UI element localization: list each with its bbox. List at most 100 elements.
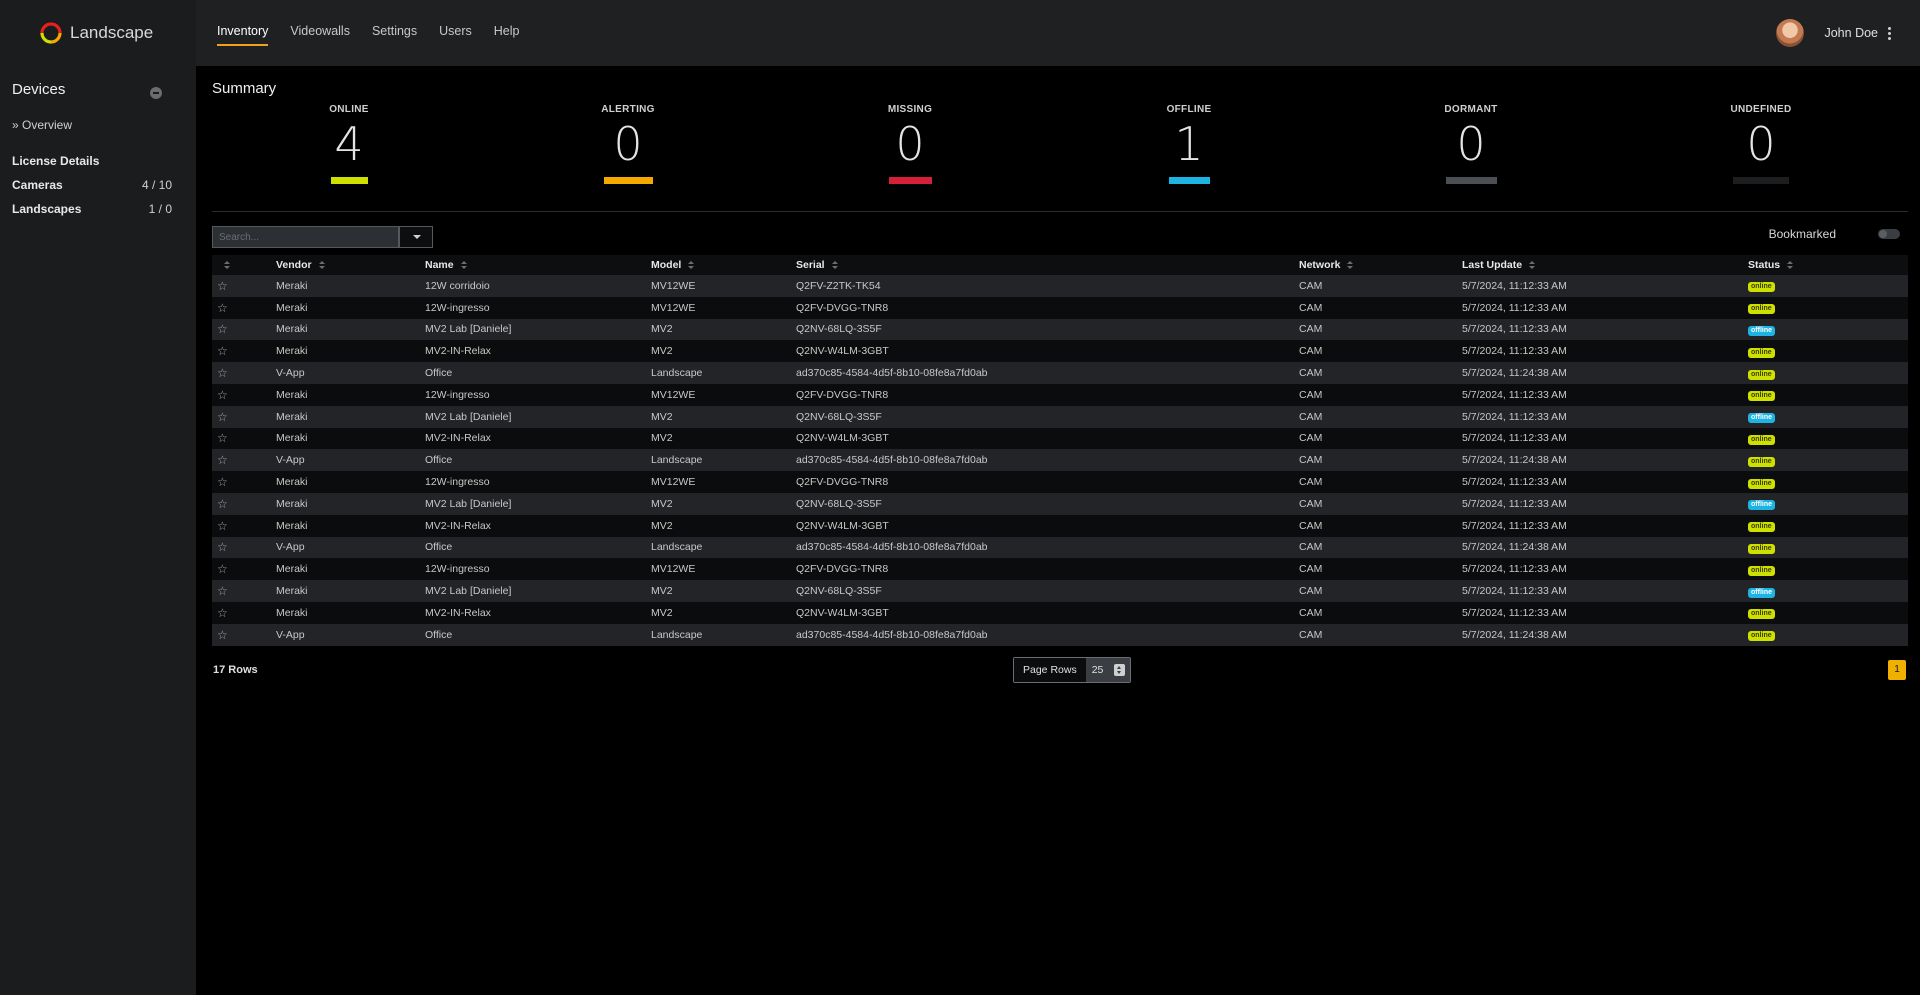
bookmark-star-icon[interactable]: ☆ — [217, 540, 228, 555]
model-cell: MV12WE — [651, 476, 696, 489]
stat-value: 0 — [613, 117, 643, 171]
table-row[interactable]: ☆ Meraki MV2-IN-Relax MV2 Q2NV-W4LM-3GBT CAM 5… — [212, 427, 1908, 450]
bookmark-star-icon[interactable]: ☆ — [217, 584, 228, 599]
bookmark-star-icon[interactable]: ☆ — [217, 431, 228, 446]
last-update-cell: 5/7/2024, 11:12:33 AM — [1462, 345, 1567, 358]
vendor-cell: V-App — [276, 541, 305, 554]
name-cell: MV2 Lab [Daniele] — [425, 585, 512, 598]
table-row[interactable]: ☆ Meraki 12W-ingresso MV12WE Q2FV-DVGG-TNR8 C… — [212, 471, 1908, 493]
bookmark-star-icon[interactable]: ☆ — [217, 475, 228, 490]
model-cell: MV12WE — [651, 388, 696, 401]
sidebar-item-overview[interactable]: » Overview — [12, 118, 73, 132]
stat-offline[interactable]: OFFLINE 1 — [1129, 104, 1249, 184]
table-row[interactable]: ☆ V-App Office Landscape ad370c85-4584-4d5f-… — [212, 536, 1908, 559]
avatar[interactable] — [1776, 19, 1805, 47]
tab-videowalls[interactable]: Videowalls — [290, 24, 350, 38]
model-cell: MV2 — [651, 345, 673, 358]
bookmark-star-icon[interactable]: ☆ — [217, 366, 228, 381]
serial-cell: Q2NV-68LQ-3S5F — [796, 323, 882, 336]
sort-icon[interactable] — [224, 260, 230, 270]
app-logo[interactable]: Landscape — [40, 22, 153, 44]
model-cell: Landscape — [651, 367, 703, 380]
table-row[interactable]: ☆ V-App Office Landscape ad370c85-4584-4d5f-… — [212, 449, 1908, 472]
bookmarked-toggle[interactable] — [1878, 229, 1900, 239]
table-row[interactable]: ☆ Meraki MV2 Lab [Daniele] MV2 Q2NV-68LQ-3S5… — [212, 318, 1908, 341]
model-cell: Landscape — [651, 454, 703, 467]
table-row[interactable]: ☆ Meraki MV2 Lab [Daniele] MV2 Q2NV-68LQ-3S5… — [212, 580, 1908, 602]
bookmark-star-icon[interactable]: ☆ — [217, 496, 228, 511]
serial-cell: Q2NV-68LQ-3S5F — [796, 585, 882, 598]
tab-settings[interactable]: Settings — [371, 24, 418, 38]
status-badge: offline — [1748, 587, 1775, 598]
bookmark-star-icon[interactable]: ☆ — [217, 605, 228, 620]
tab-inventory[interactable]: Inventory — [209, 0, 276, 48]
sort-icon[interactable] — [688, 260, 695, 270]
sort-icon[interactable] — [1347, 260, 1354, 270]
table-row[interactable]: ☆ Meraki MV2 Lab [Daniele] MV2 Q2NV-68LQ-3S5… — [212, 405, 1908, 428]
stat-missing[interactable]: MISSING 0 — [850, 104, 970, 184]
header-name[interactable]: Name — [425, 259, 651, 271]
user-name[interactable]: John Doe — [1824, 26, 1878, 40]
stat-alerting[interactable]: ALERTING 0 — [568, 104, 688, 184]
header-network[interactable]: Network — [1299, 259, 1462, 271]
sort-icon[interactable] — [460, 260, 467, 270]
header-serial[interactable]: Serial — [796, 259, 1299, 271]
main-nav: Inventory Videowalls Settings Users Help — [209, 0, 534, 48]
stat-label: DORMANT — [1444, 104, 1498, 115]
status-badge: online — [1748, 478, 1775, 489]
table-row[interactable]: ☆ V-App Office Landscape ad370c85-4584-4d5f-… — [212, 623, 1908, 646]
bookmark-star-icon[interactable]: ☆ — [217, 562, 228, 577]
table-row[interactable]: ☆ Meraki 12W-ingresso MV12WE Q2FV-DVGG-TNR8 C… — [212, 296, 1908, 319]
vendor-cell: V-App — [276, 367, 305, 380]
sort-icon[interactable] — [831, 260, 838, 270]
sort-icon[interactable] — [318, 260, 325, 270]
stat-color-bar — [603, 177, 653, 184]
table-row[interactable]: ☆ Meraki 12W corridoio MV12WE Q2FV-Z2TK-TK54… — [212, 275, 1908, 297]
header-model[interactable]: Model — [651, 259, 796, 271]
name-cell: 12W-ingresso — [425, 476, 490, 489]
bookmark-star-icon[interactable]: ☆ — [217, 409, 228, 424]
table-row[interactable]: ☆ Meraki MV2-IN-Relax MV2 Q2NV-W4LM-3GBT CAM 5… — [212, 601, 1908, 624]
tab-users[interactable]: Users — [439, 24, 472, 38]
table-row[interactable]: ☆ V-App Office Landscape ad370c85-4584-4d5f-… — [212, 362, 1908, 384]
bookmark-star-icon[interactable]: ☆ — [217, 518, 228, 533]
header-bookmark[interactable] — [212, 259, 276, 271]
table-row[interactable]: ☆ Meraki MV2-IN-Relax MV2 Q2NV-W4LM-3GBT CAM 5… — [212, 514, 1908, 537]
header-last-update[interactable]: Last Update — [1462, 259, 1748, 271]
stepper-icon[interactable] — [1113, 664, 1125, 676]
bookmark-star-icon[interactable]: ☆ — [217, 453, 228, 468]
more-options-icon[interactable] — [1888, 26, 1892, 40]
bookmark-star-icon[interactable]: ☆ — [217, 344, 228, 359]
last-update-cell: 5/7/2024, 11:12:33 AM — [1462, 279, 1567, 292]
collapse-icon[interactable] — [150, 87, 162, 99]
bookmark-star-icon[interactable]: ☆ — [217, 278, 228, 293]
stat-dormant[interactable]: DORMANT 0 — [1411, 104, 1531, 184]
model-cell: MV2 — [651, 410, 673, 423]
bookmark-star-icon[interactable]: ☆ — [217, 322, 228, 337]
stat-undefined[interactable]: UNDEFINED 0 — [1701, 104, 1821, 184]
status-badge: online — [1748, 543, 1775, 554]
stat-online[interactable]: ONLINE 4 — [289, 104, 409, 184]
table-row[interactable]: ☆ Meraki 12W-ingresso MV12WE Q2FV-DVGG-TNR8 C… — [212, 558, 1908, 581]
header-status[interactable]: Status — [1748, 259, 1908, 271]
table-row[interactable]: ☆ Meraki MV2 Lab [Daniele] MV2 Q2NV-68LQ-3S5… — [212, 492, 1908, 515]
page-button-1[interactable]: 1 — [1888, 660, 1906, 680]
table-row[interactable]: ☆ Meraki 12W-ingresso MV12WE Q2FV-DVGG-TNR8 C… — [212, 383, 1908, 406]
stat-label: OFFLINE — [1166, 104, 1212, 115]
network-cell: CAM — [1299, 410, 1323, 423]
bookmark-star-icon[interactable]: ☆ — [217, 627, 228, 642]
user-menu[interactable]: John Doe — [1776, 19, 1892, 47]
bookmark-star-icon[interactable]: ☆ — [217, 387, 228, 402]
sort-icon[interactable] — [1787, 260, 1794, 270]
sort-icon[interactable] — [1529, 260, 1536, 270]
table-row[interactable]: ☆ Meraki MV2-IN-Relax MV2 Q2NV-W4LM-3GBT CAM 5… — [212, 340, 1908, 363]
sidebar-title: Devices — [12, 81, 66, 98]
stat-value: 0 — [1456, 117, 1486, 171]
tab-help[interactable]: Help — [493, 24, 520, 38]
bookmark-star-icon[interactable]: ☆ — [217, 300, 228, 315]
page-rows-select[interactable]: 25 — [1085, 658, 1130, 682]
header-vendor[interactable]: Vendor — [276, 259, 425, 271]
search-filter-dropdown[interactable] — [399, 226, 433, 248]
header-label: Status — [1748, 259, 1781, 271]
search-input[interactable] — [212, 226, 399, 248]
